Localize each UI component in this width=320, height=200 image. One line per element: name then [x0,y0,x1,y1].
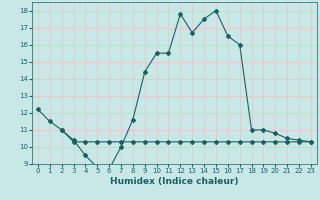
X-axis label: Humidex (Indice chaleur): Humidex (Indice chaleur) [110,177,239,186]
